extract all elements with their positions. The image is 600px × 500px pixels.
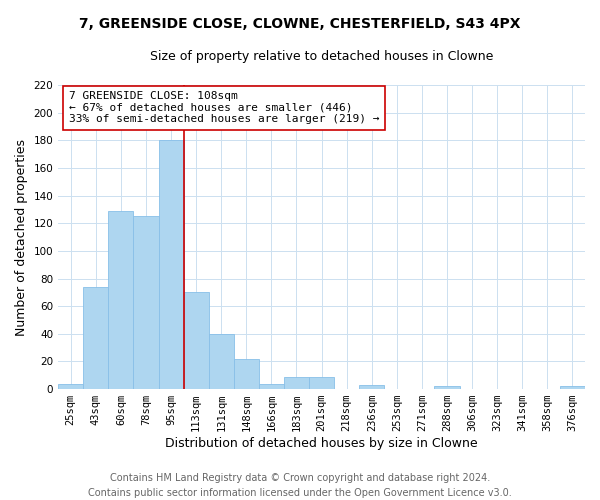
Bar xyxy=(209,334,234,389)
Text: Contains HM Land Registry data © Crown copyright and database right 2024.
Contai: Contains HM Land Registry data © Crown c… xyxy=(88,472,512,498)
Bar xyxy=(83,287,109,389)
Bar xyxy=(259,384,284,389)
Bar xyxy=(184,292,209,389)
Bar xyxy=(560,386,585,389)
Bar xyxy=(284,376,309,389)
Bar xyxy=(434,386,460,389)
Bar xyxy=(109,211,133,389)
Bar xyxy=(309,376,334,389)
Bar xyxy=(158,140,184,389)
Text: 7 GREENSIDE CLOSE: 108sqm
← 67% of detached houses are smaller (446)
33% of semi: 7 GREENSIDE CLOSE: 108sqm ← 67% of detac… xyxy=(69,91,379,124)
Y-axis label: Number of detached properties: Number of detached properties xyxy=(15,138,28,336)
Bar xyxy=(133,216,158,389)
X-axis label: Distribution of detached houses by size in Clowne: Distribution of detached houses by size … xyxy=(165,437,478,450)
Bar xyxy=(234,358,259,389)
Text: 7, GREENSIDE CLOSE, CLOWNE, CHESTERFIELD, S43 4PX: 7, GREENSIDE CLOSE, CLOWNE, CHESTERFIELD… xyxy=(79,18,521,32)
Title: Size of property relative to detached houses in Clowne: Size of property relative to detached ho… xyxy=(150,50,493,63)
Bar xyxy=(359,385,385,389)
Bar xyxy=(58,384,83,389)
